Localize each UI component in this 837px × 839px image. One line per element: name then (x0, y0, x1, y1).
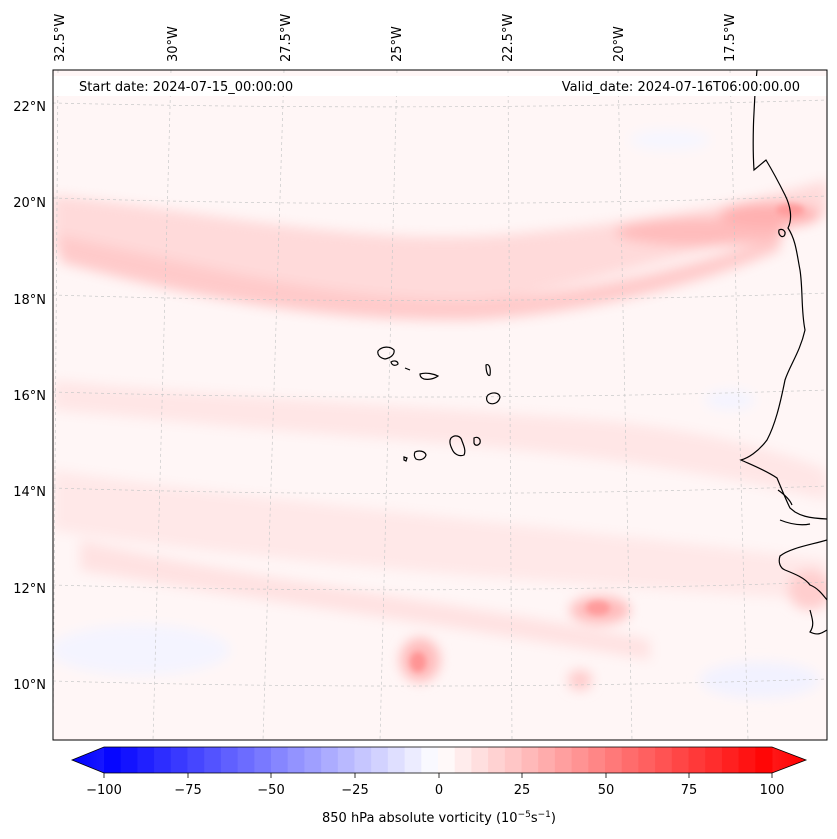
colorbar-segments (104, 747, 773, 773)
vorticity-field (53, 130, 827, 698)
colorbar-tick-label: 25 (514, 783, 531, 798)
colorbar-segment (187, 747, 205, 773)
colorbar-segment (271, 747, 289, 773)
lat-label-16n: 16°N (13, 389, 46, 404)
colorbar-tick-label: 50 (598, 783, 615, 798)
colorbar-segment (655, 747, 673, 773)
colorbar-segment (120, 747, 138, 773)
lon-label-32.5w: 32.5°W (53, 14, 68, 62)
colorbar-segment (621, 747, 639, 773)
lon-label-25w: 25°W (390, 26, 405, 62)
colorbar-segment (638, 747, 656, 773)
colorbar-tick-label: 75 (681, 783, 698, 798)
colorbar-title-mid: s (531, 811, 538, 826)
lat-label-20n: 20°N (13, 196, 46, 211)
lon-label-20w: 20°W (612, 26, 627, 62)
colorbar-tick-label: 0 (435, 783, 443, 798)
colorbar-tick-label: −75 (174, 783, 201, 798)
colorbar-tick-label: −50 (257, 783, 284, 798)
colorbar-segment (504, 747, 522, 773)
lat-label-22n: 22°N (13, 100, 46, 115)
colorbar-segment (488, 747, 506, 773)
colorbar-segment (538, 747, 556, 773)
colorbar-title-exp2: −1 (538, 810, 551, 820)
colorbar-segment (237, 747, 255, 773)
colorbar-segment (454, 747, 472, 773)
map-plot-area (53, 70, 827, 740)
colorbar-segment (571, 747, 589, 773)
start-date-label: Start date: 2024-07-15_00:00:00 (79, 80, 293, 95)
colorbar-segment (254, 747, 272, 773)
colorbar-ticks (103, 773, 773, 778)
colorbar-segment (387, 747, 406, 773)
colorbar-segment (738, 747, 756, 773)
colorbar-segment (554, 747, 573, 773)
colorbar-tick-label: 100 (760, 783, 785, 798)
header-box (53, 76, 827, 96)
colorbar-segment (371, 747, 389, 773)
colorbar-segment (204, 747, 222, 773)
colorbar-title-prefix: 850 hPa absolute vorticity (10 (322, 811, 518, 826)
lon-label-17.5w: 17.5°W (723, 14, 738, 62)
colorbar-title-suffix: ) (551, 811, 556, 826)
colorbar-segment (755, 747, 773, 773)
lat-label-14n: 14°N (13, 485, 46, 500)
colorbar-segment (605, 747, 623, 773)
colorbar-segment (354, 747, 372, 773)
colorbar-segment (321, 747, 339, 773)
colorbar-segment (170, 747, 188, 773)
colorbar-tick-label: −25 (341, 783, 368, 798)
gridlines (53, 70, 827, 740)
lat-label-12n: 12°N (13, 582, 46, 597)
colorbar-segment (404, 747, 422, 773)
colorbar-segment (220, 747, 239, 773)
valid-date-label: Valid_date: 2024-07-16T06:00:00.00 (562, 80, 800, 95)
lat-label-10n: 10°N (13, 678, 46, 693)
colorbar-title-exp1: −5 (518, 810, 531, 820)
latitude-labels: 22°N 20°N 18°N 16°N 14°N 12°N 10°N (13, 100, 46, 693)
longitude-labels: 32.5°W 30°W 27.5°W 25°W 22.5°W 20°W 17.5… (53, 14, 738, 62)
lat-label-18n: 18°N (13, 293, 46, 308)
coastline (739, 70, 827, 635)
lon-label-27.5w: 27.5°W (279, 14, 294, 62)
lon-label-22.5w: 22.5°W (501, 14, 516, 62)
colorbar-segment (705, 747, 723, 773)
lon-label-30w: 30°W (166, 26, 181, 62)
colorbar-segment (304, 747, 322, 773)
colorbar-tick-label: −100 (86, 783, 122, 798)
colorbar-segment (688, 747, 706, 773)
colorbar-segment (104, 747, 122, 773)
colorbar-segment (588, 747, 606, 773)
colorbar-segment (154, 747, 172, 773)
colorbar-segment (337, 747, 355, 773)
colorbar-segment (721, 747, 740, 773)
colorbar-segment (438, 747, 456, 773)
colorbar-segment (521, 747, 539, 773)
colorbar-segment (137, 747, 155, 773)
map-frame (52, 69, 828, 741)
colorbar: −100 −75 −50 −25 0 25 50 75 100 850 hPa … (70, 746, 808, 826)
colorbar-title: 850 hPa absolute vorticity (10−5s−1) (322, 810, 556, 826)
colorbar-segment (471, 747, 489, 773)
colorbar-segment (421, 747, 439, 773)
colorbar-segment (287, 747, 305, 773)
cape-verde-islands (377, 346, 501, 462)
colorbar-segment (671, 747, 689, 773)
